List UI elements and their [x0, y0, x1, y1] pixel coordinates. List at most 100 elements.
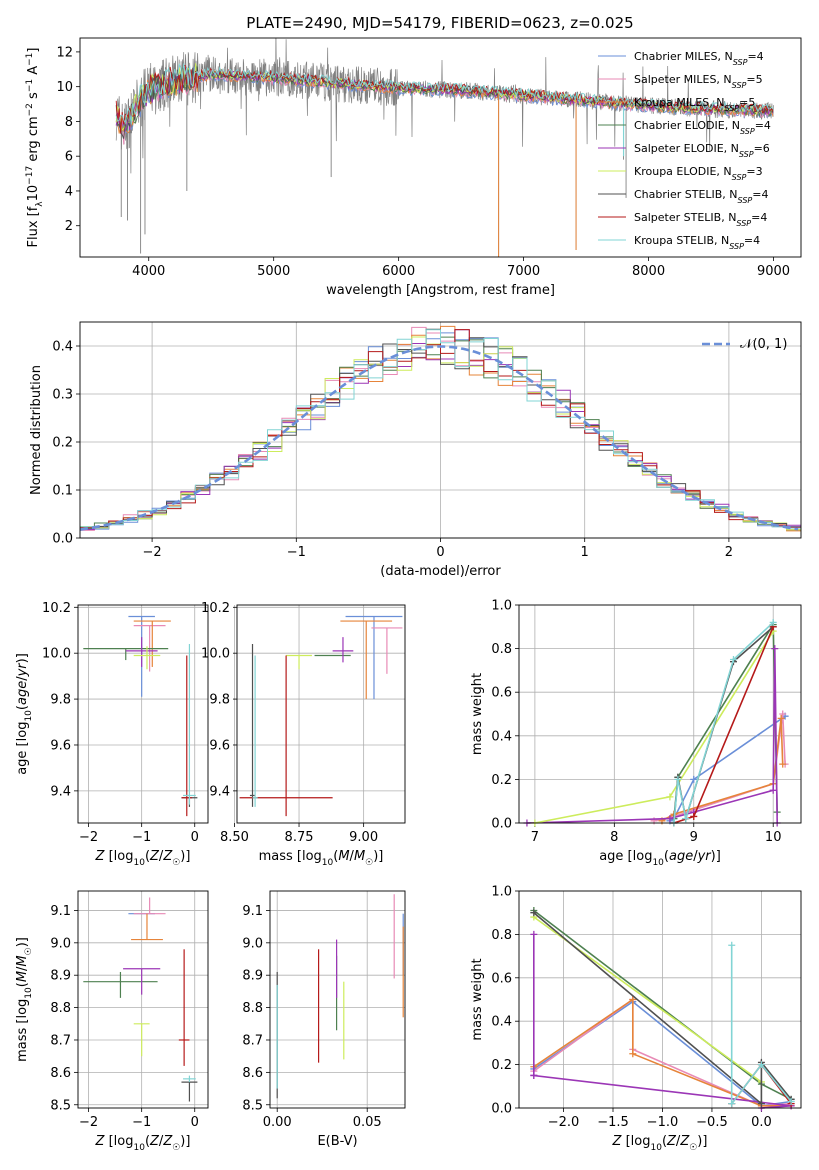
y-tick-label: 8.8	[242, 1001, 263, 1016]
y-tick-label: 9.1	[50, 904, 71, 919]
x-axis-label: mass [log10(M/M☉)]	[259, 849, 384, 868]
data-point	[629, 996, 637, 1003]
axes-frame	[77, 604, 209, 824]
y-tick-label: 0.2	[491, 773, 512, 788]
y-tick-label: 0.6	[491, 686, 512, 701]
series-salpeter-stelib	[670, 623, 777, 827]
data-point	[777, 714, 785, 722]
x-tick-label: 1	[581, 545, 589, 560]
errorbar-salpeter-stelib	[178, 949, 190, 1066]
y-axis-label: Normed distribution	[29, 365, 44, 495]
x-tick-label: 9000	[757, 264, 790, 279]
errorbar-salpeter-elodie	[332, 637, 354, 663]
x-tick-label: −0.5	[696, 1115, 728, 1130]
weight-vs-Z-panel: −2.0 −1.5 −1.0 −0.5 0.0 0.0 0.2 0.4 0.6 0.8 1.0 Z […	[470, 885, 802, 1153]
series-line	[673, 621, 774, 824]
y-tick-label: 8.9	[242, 969, 263, 984]
data-point	[674, 775, 682, 783]
y-tick-label: 9.8	[209, 693, 230, 708]
normal-reference-curve	[80, 345, 799, 531]
x-tick-label: 7000	[507, 264, 540, 279]
y-tick-label: 0.0	[52, 532, 73, 547]
y-axis-label: Flux [fλ10−17 erg cm−2 s−1 A−1]	[25, 48, 45, 248]
spectrum-panel: 4000 5000 6000 7000 8000 9000 2 4 6 8 10 12 Chabrier…	[25, 14, 802, 298]
axes-frame	[79, 37, 802, 258]
model-spectrum-salpeter-stelib	[115, 64, 774, 134]
age-vs-Z-panel: −2 −1 0 9.4 9.6 9.8 10.0 10.2 Z [log10(Z/Z☉)] age…	[15, 601, 209, 868]
legend-entry: Salpeter ELODIE, NSSP=6	[634, 142, 770, 159]
y-tick-label: 9.8	[50, 693, 71, 708]
series-line	[669, 715, 786, 822]
data-point	[769, 786, 777, 794]
histogram-salpeter-stelib	[80, 329, 801, 533]
y-tick-label: 0.1	[52, 484, 73, 499]
y-tick-label: 8.5	[50, 1098, 71, 1113]
data-point	[530, 909, 538, 917]
x-tick-label: −1	[132, 1115, 151, 1130]
errorbar-salpeter-stelib	[239, 655, 333, 817]
legend-entry: Chabrier MILES, NSSP=4	[634, 50, 764, 67]
x-tick-label: 0.00	[263, 1115, 292, 1130]
data-point	[771, 645, 779, 653]
x-tick-label: −1.0	[647, 1115, 679, 1130]
y-tick-label: 0.6	[491, 971, 512, 986]
x-axis-label: age [log10(age/yr)]	[599, 849, 721, 868]
errorbar-salpeter-elodie	[125, 637, 158, 667]
x-tick-label: 8.75	[285, 830, 314, 845]
y-tick-label: 8.7	[50, 1033, 71, 1048]
y-tick-label: 1.0	[491, 599, 512, 614]
histograms	[80, 325, 801, 535]
residuals-panel: −2 −1 0 1 2 0.0 0.1 0.2 0.3 0.4 𝒩(0, 1) (data-model…	[29, 321, 802, 579]
errorbar-salpeter-elodie	[123, 968, 161, 995]
y-tick-label: 9.0	[242, 936, 263, 951]
y-tick-label: 10.0	[42, 647, 71, 662]
x-tick-label: 9.00	[349, 830, 378, 845]
x-axis-label: Z [log10(Z/Z☉)]	[95, 849, 191, 868]
legend-entry: Kroupa ELODIE, NSSP=3	[634, 165, 763, 182]
y-tick-label: 12	[56, 45, 73, 60]
age-vs-mass-panel: 8.50 8.75 9.00 9.4 9.6 9.8 10.0 10.2 mass [log10…	[201, 601, 406, 868]
series-chabrier-miles	[666, 712, 789, 825]
data-point	[787, 1097, 795, 1105]
axes-frame	[236, 604, 406, 824]
errorbar-kroupa-miles	[131, 913, 163, 941]
series-line	[730, 945, 792, 1107]
errorbar-chabrier-miles	[345, 615, 403, 700]
x-tick-label: 6000	[382, 264, 415, 279]
data-point	[530, 930, 538, 938]
data-point	[629, 1050, 637, 1058]
x-tick-label: 8000	[632, 264, 665, 279]
y-tick-label: 0.4	[491, 729, 512, 744]
y-tick-label: 0.3	[52, 388, 73, 403]
data-point	[690, 812, 698, 820]
legend-entry: Salpeter MILES, NSSP=5	[634, 73, 763, 90]
data-point	[728, 941, 736, 949]
errorbar-salpeter-stelib	[181, 655, 193, 817]
y-tick-label: 10	[56, 80, 73, 95]
data-point	[769, 618, 777, 626]
x-axis-label: E(B-V)	[317, 1134, 357, 1149]
x-tick-label: 5000	[257, 264, 290, 279]
errorbar-kroupa-miles	[133, 620, 171, 667]
x-tick-label: −2	[79, 1115, 98, 1130]
y-tick-label: 0.8	[491, 928, 512, 943]
x-tick-label: −2.0	[548, 1115, 580, 1130]
errorbar-kroupa-elodie	[286, 654, 312, 670]
y-tick-label: 0.0	[491, 817, 512, 832]
chart-title: PLATE=2490, MJD=54179, FIBERID=0623, z=0…	[246, 14, 633, 32]
legend-entry: 𝒩(0, 1)	[740, 337, 787, 352]
y-tick-label: 9.0	[50, 936, 71, 951]
y-tick-label: 8.5	[242, 1098, 263, 1113]
x-tick-label: −1	[132, 830, 151, 845]
y-tick-label: 8.7	[242, 1033, 263, 1048]
y-tick-label: 0.8	[491, 642, 512, 657]
mass-vs-Z-panel: −2 −1 0 8.5 8.6 8.7 8.8 8.9 9.0 9.1 Z [log10(Z/Z☉)…	[15, 890, 209, 1153]
spectrum-legend: Chabrier MILES, NSSP=4 Salpeter MILES, NS…	[598, 50, 771, 251]
x-tick-label: 2	[725, 545, 733, 560]
errorbar-kroupa-elodie	[133, 1023, 150, 1057]
series-kroupa-elodie	[531, 627, 777, 827]
x-tick-label: 7	[531, 830, 539, 845]
x-tick-label: 0.0	[751, 1115, 772, 1130]
errorbar-kroupa-miles	[340, 620, 393, 700]
series-salpeter-elodie	[530, 930, 795, 1112]
